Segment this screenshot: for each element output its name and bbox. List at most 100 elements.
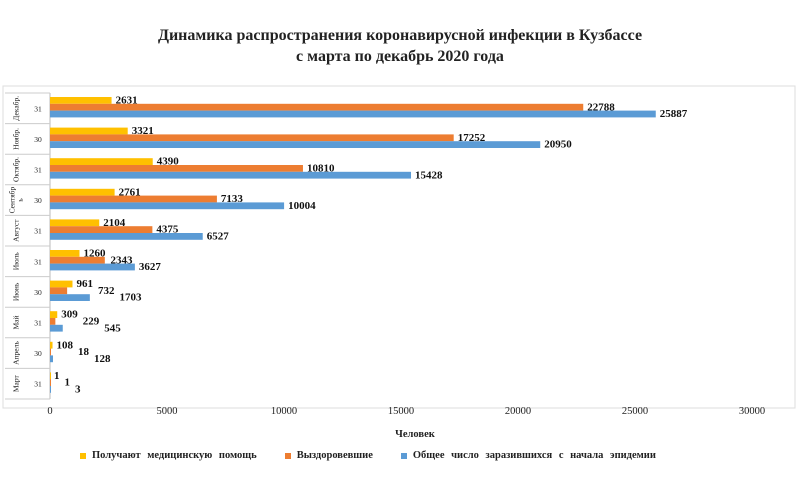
category-month-label: Ноябр. [12,128,21,150]
data-label: 2343 [110,254,133,266]
legend: Получают медицинскую помощь Выздоровевши… [80,450,656,461]
category-month-label: Сентябрь [8,187,25,214]
bar [50,355,53,363]
data-label: 732 [98,285,115,297]
bar [50,134,454,142]
legend-label: Выздоровевшие [296,450,373,461]
legend-item-treatment: Получают медицинскую помощь [80,450,257,461]
category-days-label: 30 [34,288,42,297]
data-label: 545 [104,322,121,334]
category-month-label: Июнь [12,282,21,301]
x-axis-title: Человек [395,429,436,440]
legend-swatch [284,452,291,459]
legend-swatch [80,452,86,459]
data-label: 1 [65,377,71,389]
data-label: 108 [57,339,74,351]
bar [50,127,128,135]
bar [50,219,100,227]
bar [50,348,51,356]
bar [50,311,58,318]
bar [50,372,51,380]
data-label: 2631 [116,95,138,107]
bar [50,141,541,148]
bar [50,188,115,196]
bar [50,280,73,288]
category-month-label: Август [12,219,21,242]
x-tick-label: 10000 [271,406,297,417]
bar [50,110,656,118]
data-label: 25887 [660,108,688,120]
legend-swatch [400,452,407,459]
data-label: 1260 [83,248,106,260]
data-label: 10810 [307,163,335,175]
category-days-label: 30 [34,349,42,358]
data-label: 309 [61,309,78,321]
bar [50,233,203,240]
category-month-label: Апрель [12,341,21,365]
category-month-label: Декабр. [12,96,21,121]
category-month-label: Октябр. [12,157,21,182]
data-label: 15428 [415,169,443,181]
category-month-label: Июль [12,252,21,271]
chart-title: Динамика распространения коронавирусной … [157,27,643,44]
bar [50,171,412,179]
legend-label: Получают медицинскую помощь [92,450,257,461]
data-label: 1 [54,370,60,382]
category-days-label: 31 [34,380,42,389]
category-month-label: Март [12,375,21,393]
legend-label: Общее число заразившихся с начала эпидем… [412,450,656,461]
plot-border [2,85,796,409]
data-label: 2104 [103,217,126,229]
bar [50,226,153,233]
bar [50,386,51,393]
data-label: 3321 [132,125,154,137]
category-days-label: 31 [34,166,42,175]
data-label: 1703 [119,292,142,304]
bar [50,324,63,332]
category-month-label: Май [12,315,21,329]
bar [50,256,105,264]
data-label: 20950 [544,139,572,151]
x-tick-label: 20000 [505,406,531,417]
x-tick-label: 15000 [388,406,414,417]
x-tick-label: 25000 [622,406,648,417]
legend-item-recovered: Выздоровевшие [284,450,373,461]
data-label: 22788 [587,101,615,113]
category-days-label: 31 [34,104,42,113]
bar [50,195,217,203]
chart-subtitle: с марта по декабрь 2020 года [296,48,504,65]
bar [50,341,53,349]
data-label: 4390 [157,156,180,168]
bar [50,287,68,295]
data-label: 18 [78,346,90,358]
data-label: 4375 [156,224,179,236]
bar [50,158,153,165]
bar [50,318,56,325]
bar [50,103,584,111]
category-days-label: 30 [34,196,42,205]
bar [50,294,90,301]
data-label: 3 [75,384,81,396]
data-label: 2761 [119,186,141,198]
category-days-label: 30 [34,135,42,144]
x-tick-label: 5000 [157,406,178,417]
bar [50,202,285,210]
bar [50,379,51,386]
bar [50,97,112,104]
x-tick-label: 30000 [739,406,765,417]
x-tick-label: 0 [47,406,52,417]
data-label: 17252 [458,132,486,144]
data-label: 3627 [139,261,162,273]
bar [50,263,135,271]
bar [50,165,303,172]
data-label: 7133 [221,193,244,205]
data-label: 128 [94,353,111,365]
category-days-label: 31 [34,227,42,236]
data-label: 961 [76,278,93,290]
category-days-label: 31 [34,257,42,266]
data-label: 10004 [288,200,316,212]
data-label: 6527 [207,231,230,243]
bar [50,250,80,257]
